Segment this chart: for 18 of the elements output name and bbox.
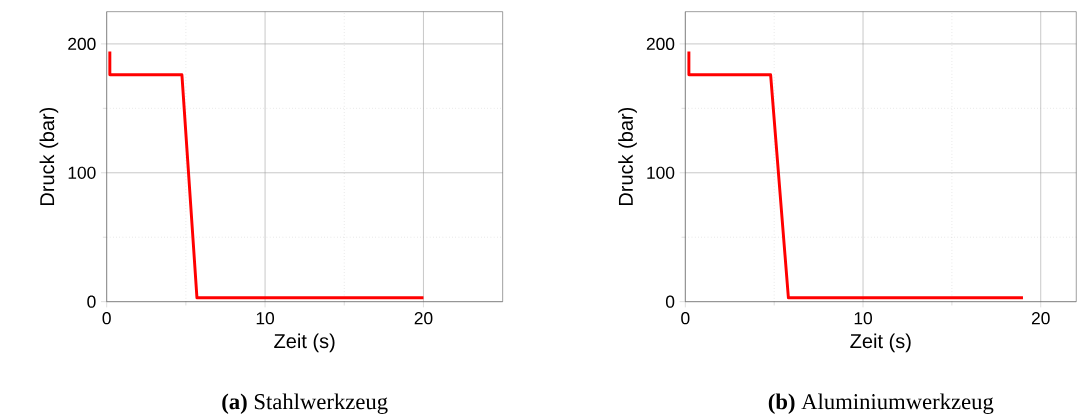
x-axis-title: Zeit (s): [274, 333, 335, 353]
x-tick-label: 0: [102, 312, 111, 325]
y-tick-label: 100: [647, 166, 675, 179]
text: (a) Stahlwerkzeug: [222, 393, 388, 414]
y-tick-label: 200: [646, 37, 675, 51]
x-tick-label: 20: [1031, 312, 1050, 325]
y-tick-label: 100: [68, 166, 96, 179]
y-tick-label: 200: [68, 37, 96, 51]
x-tick-label: 10: [256, 312, 275, 325]
x-axis-title: Zeit (s): [850, 333, 911, 353]
x-tick-label: 0: [681, 312, 690, 325]
x-tick-label: 20: [414, 312, 433, 325]
y-axis-title: Druck (bar): [618, 107, 637, 206]
y-axis-title: Druck (bar): [39, 107, 59, 206]
y-tick-label: 0: [87, 295, 96, 308]
x-tick-label: 10: [854, 312, 872, 325]
text: (b) Aluminiumwerkzeug: [768, 393, 994, 414]
y-tick-label: 0: [665, 295, 675, 308]
